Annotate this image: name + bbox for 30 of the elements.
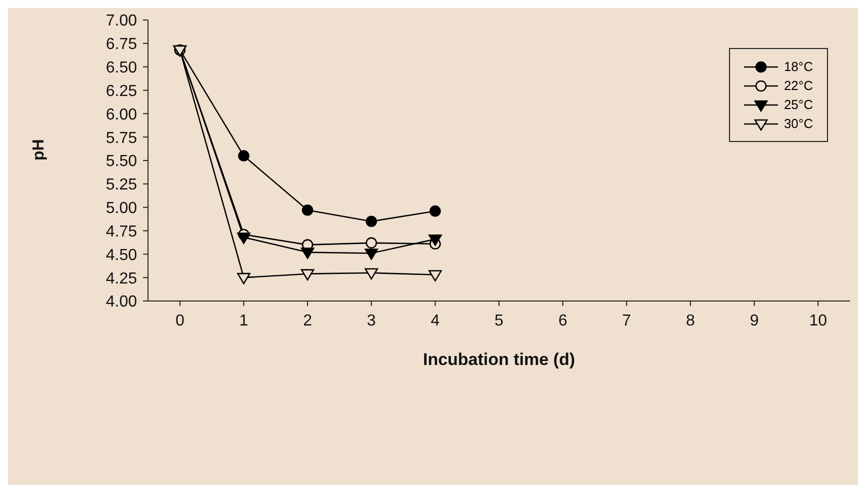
y-tick-label: 5.25 [106,176,138,194]
x-tick-label: 5 [494,312,504,330]
legend-label: 22°C [784,78,813,93]
legend-label: 18°C [784,59,813,74]
y-tick-label: 5.00 [106,200,138,218]
y-tick-label: 6.75 [106,36,138,54]
legend-label: 25°C [784,97,813,112]
y-tick-label: 6.50 [106,60,138,77]
x-axis-title: Incubation time (d) [422,350,576,369]
y-axis-title: pH [30,139,48,160]
legend-label: 30°C [784,116,813,131]
y-tick-label: 4.75 [106,223,138,240]
y-tick-label: 5.50 [106,153,138,170]
y-tick-label: 4.50 [106,246,138,264]
x-tick-label: 4 [430,312,440,330]
y-tick-label: 5.75 [106,130,138,147]
y-tick-label: 7.00 [106,12,138,30]
y-tick-label: 4.00 [106,294,138,311]
x-tick-label: 7 [622,312,632,330]
x-tick-label: 8 [686,312,695,330]
y-tick-label: 4.25 [106,270,138,288]
x-tick-label: 10 [809,312,828,330]
x-tick-label: 2 [303,312,312,330]
x-tick-label: 3 [366,312,376,330]
x-tick-label: 0 [175,312,184,330]
y-tick-label: 6.00 [106,106,138,124]
x-tick-label: 1 [239,312,248,330]
x-tick-label: 6 [558,312,568,330]
x-tick-label: 9 [750,312,759,330]
y-tick-label: 6.25 [106,82,138,100]
